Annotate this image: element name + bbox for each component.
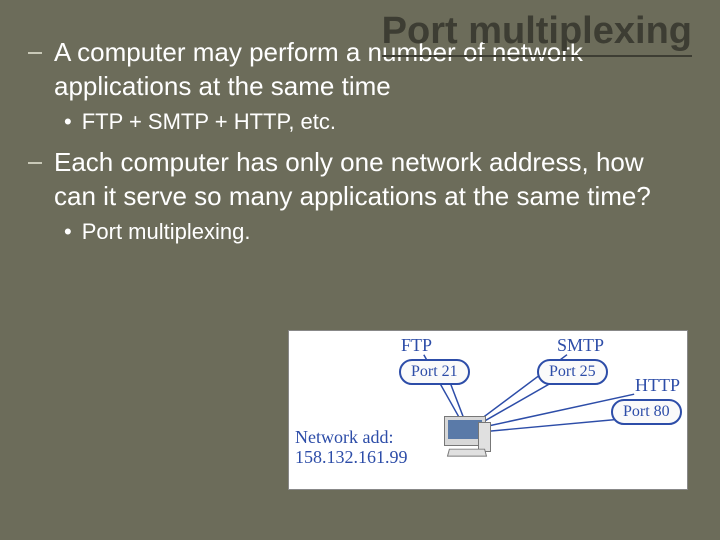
port80-pill: Port 80 — [611, 399, 682, 425]
network-address-line1: Network add: — [295, 427, 393, 448]
sub-bullet-item: • FTP + SMTP + HTTP, etc. — [64, 108, 692, 137]
http-label: HTTP — [635, 375, 680, 396]
sub-bullet-item: • Port multiplexing. — [64, 218, 692, 247]
slide-title: Port multiplexing — [382, 10, 692, 57]
port25-pill: Port 25 — [537, 359, 608, 385]
bullet-dot-icon: • — [64, 218, 72, 247]
sub-bullet-text: Port multiplexing. — [82, 218, 692, 247]
bullet-dot-icon: • — [64, 108, 72, 137]
bullet-dash-icon — [28, 52, 42, 54]
slide: Port multiplexing A computer may perform… — [0, 0, 720, 540]
sub-bullet-text: FTP + SMTP + HTTP, etc. — [82, 108, 692, 137]
bullet-item: Each computer has only one network addre… — [28, 146, 692, 214]
computer-icon — [444, 416, 494, 466]
smtp-label: SMTP — [557, 335, 604, 356]
bullet-text: Each computer has only one network addre… — [54, 146, 692, 214]
port21-pill: Port 21 — [399, 359, 470, 385]
bullet-dash-icon — [28, 162, 42, 164]
port-diagram: FTP Port 21 SMTP Port 25 HTTP Port 80 Ne… — [288, 330, 688, 490]
ftp-label: FTP — [401, 335, 432, 356]
network-address-line2: 158.132.161.99 — [295, 447, 408, 468]
